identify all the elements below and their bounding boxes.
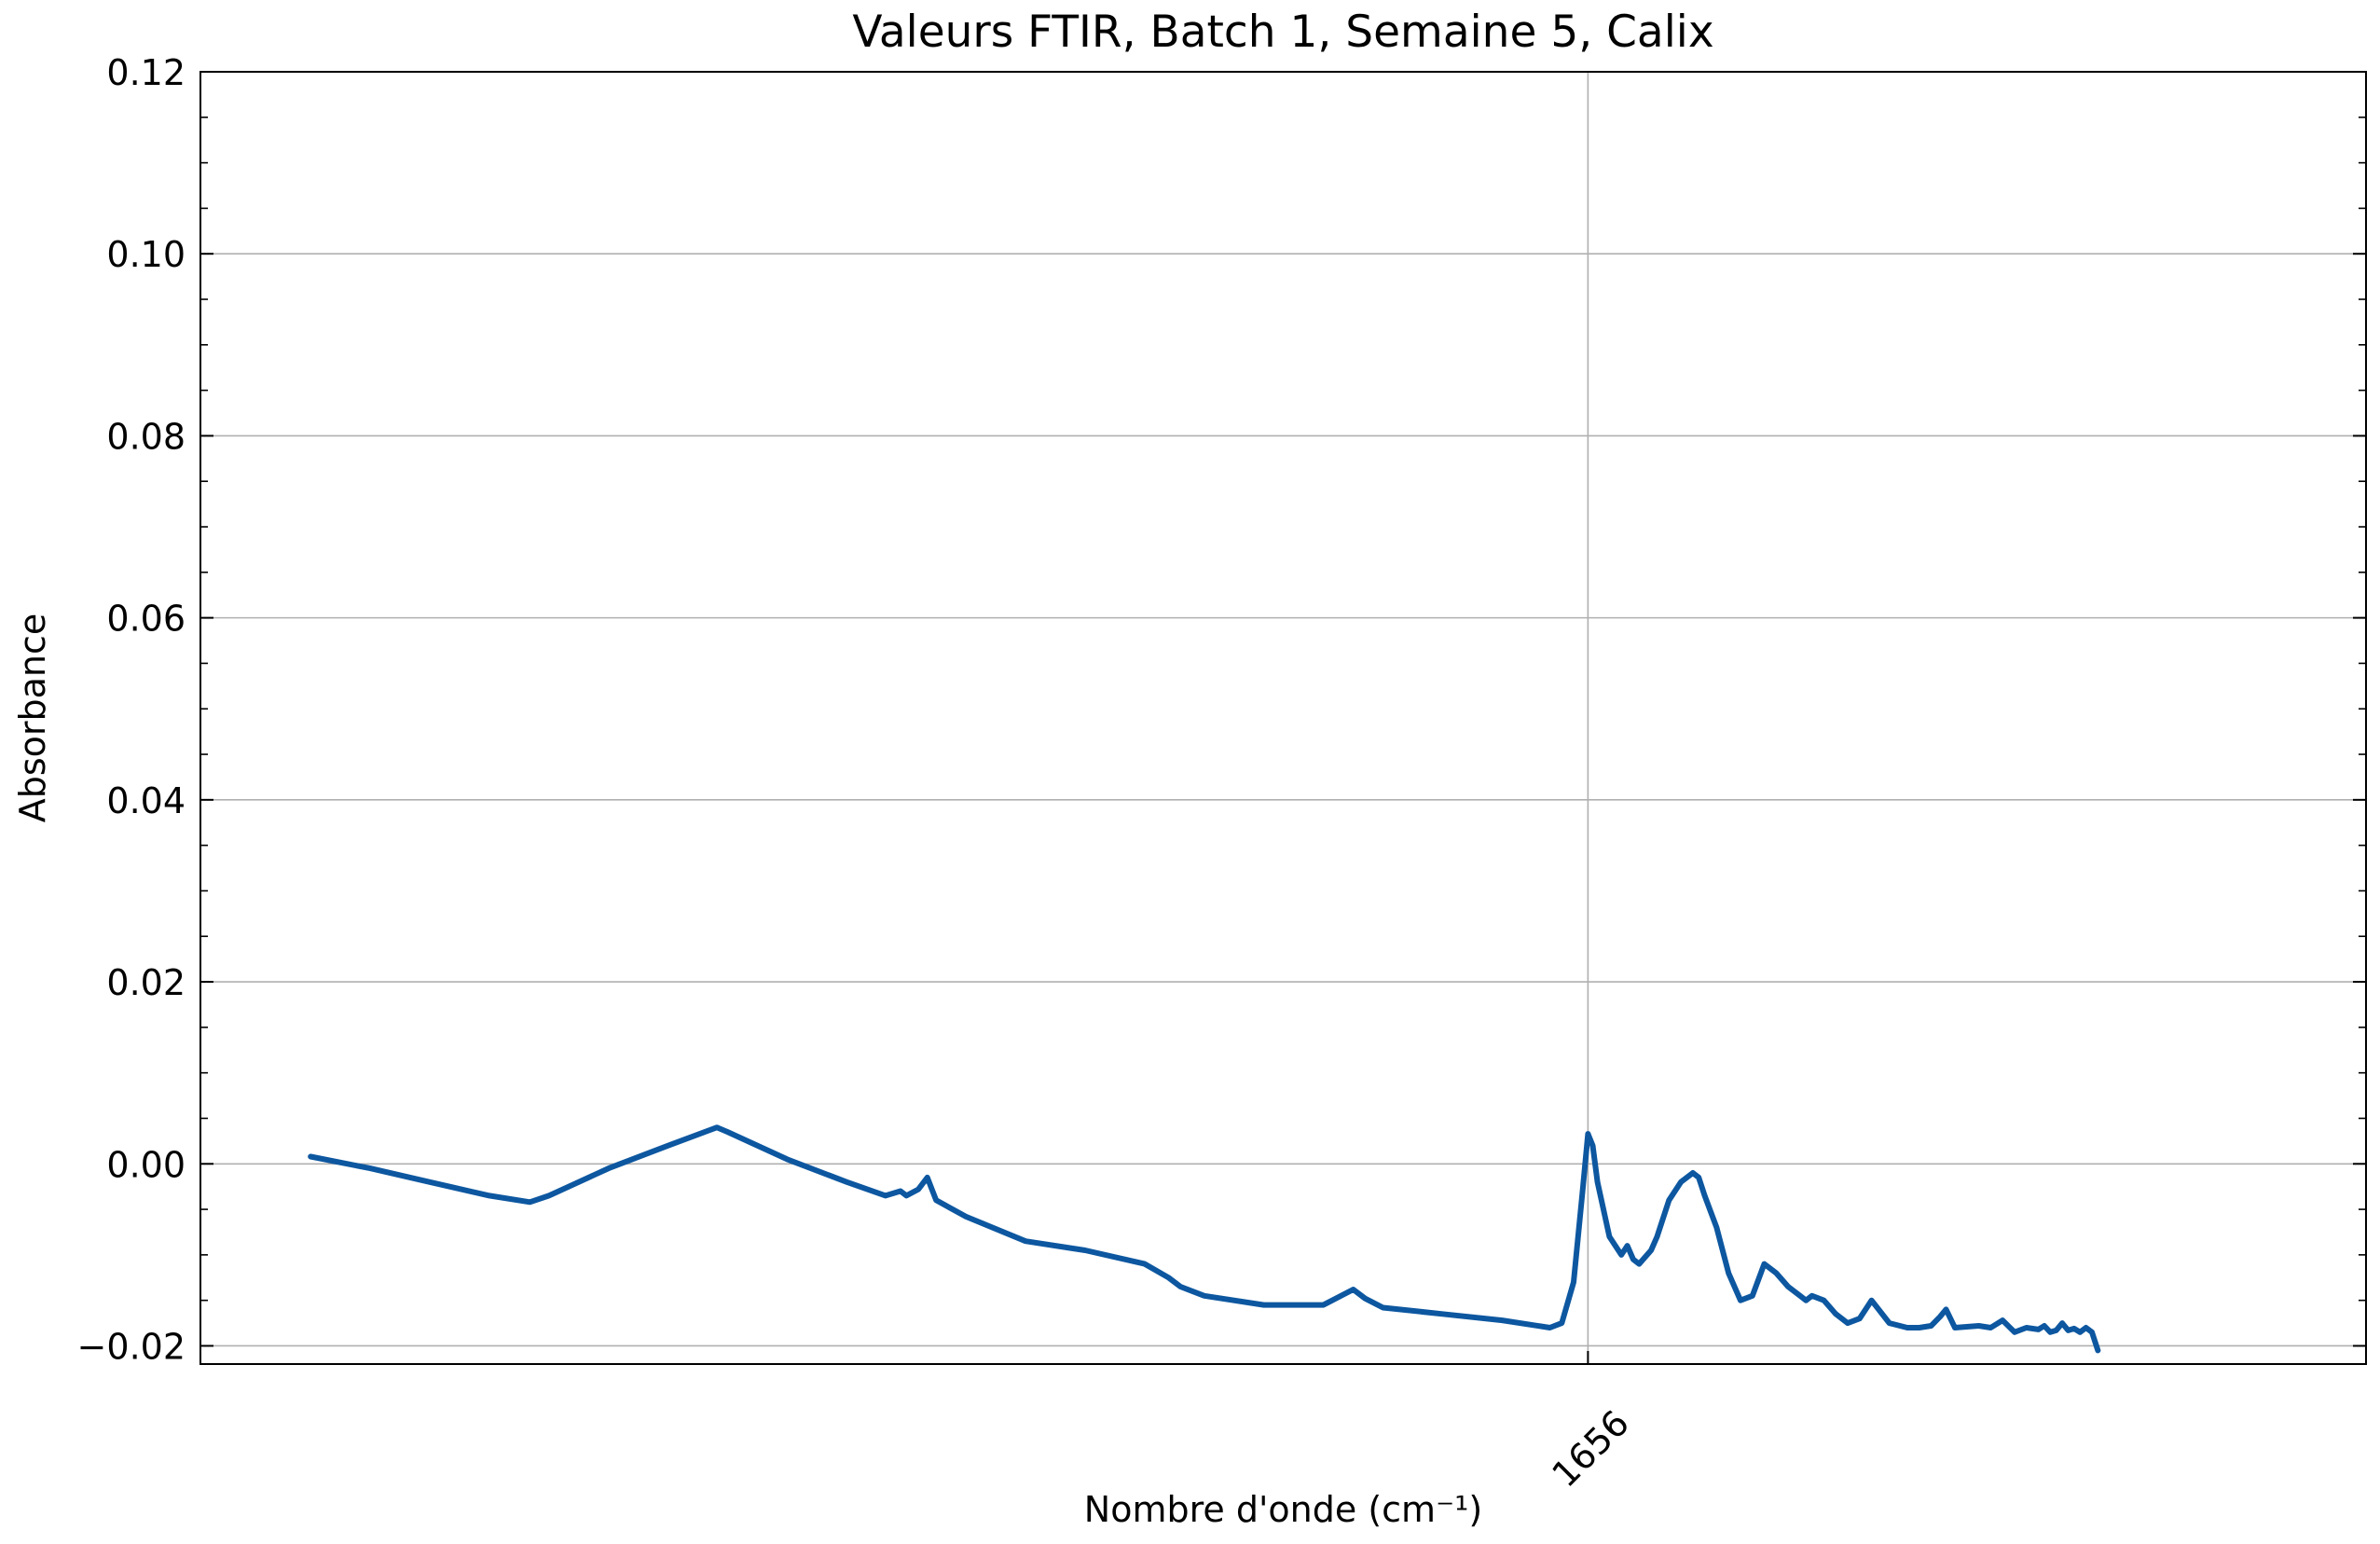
series-line [308,1124,2101,1354]
x-tick-labels: 1656 [1544,1402,1637,1496]
y-tick-label: −0.02 [77,1326,186,1367]
y-tick-label: 0.02 [106,962,186,1003]
y-tick-label: 0.08 [106,416,186,457]
axis-ticks [200,71,2366,1364]
y-tick-label: 0.00 [106,1144,186,1185]
plot-frame [199,71,2367,1365]
x-axis-label: Nombre d'onde (cm⁻¹) [1084,1489,1482,1530]
y-tick-labels: −0.02 0.00 0.02 0.04 0.06 0.08 0.10 0.12 [77,52,186,1367]
y-tick-label: 0.10 [106,234,186,275]
y-tick-label: 0.12 [106,52,186,93]
y-axis-label: Absorbance [12,613,53,823]
grid-lines [200,71,2366,1364]
chart-title: Valeurs FTIR, Batch 1, Semaine 5, Calix [852,7,1713,58]
y-tick-label: 0.04 [106,780,186,821]
x-tick-label: 1656 [1544,1402,1637,1496]
y-tick-label: 0.06 [106,599,186,640]
plot-series [308,1124,2101,1354]
